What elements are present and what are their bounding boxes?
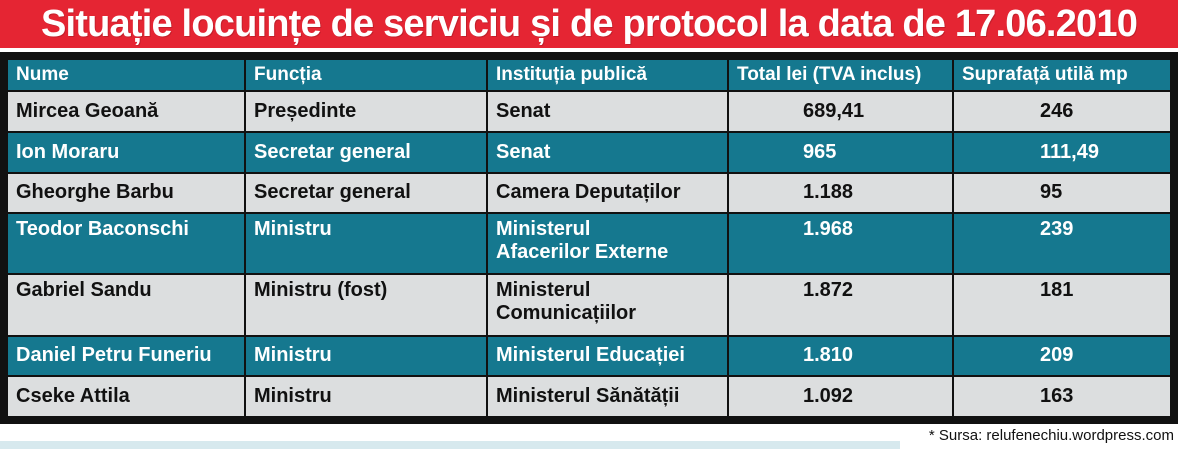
cell-area: 111,49 xyxy=(952,130,1172,174)
cell-role: Președinte xyxy=(244,90,488,133)
cell-institution: Ministerul Sănătății xyxy=(486,375,729,418)
footer-strip xyxy=(0,441,900,449)
housing-table: Nume Funcția Instituția publică Total le… xyxy=(6,58,1172,418)
cell-area: 209 xyxy=(952,334,1172,378)
institution-line: Ministerul xyxy=(496,218,591,241)
cell-total: 1.188 xyxy=(727,171,954,215)
cell-area: 246 xyxy=(952,90,1172,133)
cell-name: Daniel Petru Funeriu xyxy=(6,334,246,378)
source-note: * Sursa: relufenechiu.wordpress.com xyxy=(928,427,1174,444)
header-suprafata: Suprafață utilă mp xyxy=(952,58,1172,92)
cell-role: Secretar general xyxy=(244,171,488,215)
cell-name: Gheorghe Barbu xyxy=(6,171,246,215)
table-header-row: Nume Funcția Instituția publică Total le… xyxy=(6,58,1172,92)
page-title: Situație locuințe de serviciu și de prot… xyxy=(40,2,1138,45)
cell-role: Secretar general xyxy=(244,130,488,174)
header-nume: Nume xyxy=(6,58,246,92)
institution-line-2: Afacerilor Externe xyxy=(496,241,669,264)
table-row: Daniel Petru Funeriu Ministru Ministerul… xyxy=(6,334,1172,378)
institution-line: Camera Deputaților xyxy=(496,181,681,204)
institution-line: Senat xyxy=(496,140,551,163)
table-row: Gabriel Sandu Ministru (fost) Ministerul… xyxy=(6,273,1172,337)
cell-name: Teodor Baconschi xyxy=(6,212,246,276)
cell-total: 1.810 xyxy=(727,334,954,378)
cell-area: 163 xyxy=(952,375,1172,418)
institution-line: Senat xyxy=(496,99,551,122)
cell-total: 689,41 xyxy=(727,90,954,133)
cell-name: Cseke Attila xyxy=(6,375,246,418)
institution-line: Ministerul xyxy=(496,279,591,302)
cell-name: Gabriel Sandu xyxy=(6,273,246,337)
cell-area: 181 xyxy=(952,273,1172,337)
table-row: Cseke Attila Ministru Ministerul Sănătăț… xyxy=(6,375,1172,418)
cell-institution: Camera Deputaților xyxy=(486,171,729,215)
cell-name: Mircea Geoană xyxy=(6,90,246,133)
cell-area: 95 xyxy=(952,171,1172,215)
cell-total: 1.092 xyxy=(727,375,954,418)
cell-role: Ministru xyxy=(244,212,488,276)
table-row: Gheorghe Barbu Secretar general Camera D… xyxy=(6,171,1172,215)
cell-institution: Senat xyxy=(486,90,729,133)
header-institutia: Instituția publică xyxy=(486,58,729,92)
cell-role: Ministru (fost) xyxy=(244,273,488,337)
cell-institution: Ministerul Afacerilor Externe xyxy=(486,212,729,276)
table-row: Mircea Geoană Președinte Senat 689,41 24… xyxy=(6,90,1172,133)
institution-line-2: Comunicațiilor xyxy=(496,302,637,325)
cell-total: 1.872 xyxy=(727,273,954,337)
title-banner: Situație locuințe de serviciu și de prot… xyxy=(0,0,1178,50)
cell-area: 239 xyxy=(952,212,1172,276)
header-total: Total lei (TVA inclus) xyxy=(727,58,954,92)
institution-line: Ministerul Educației xyxy=(496,344,685,367)
table-frame: Nume Funcția Instituția publică Total le… xyxy=(0,52,1178,424)
table-row: Ion Moraru Secretar general Senat 965 11… xyxy=(6,130,1172,174)
cell-role: Ministru xyxy=(244,375,488,418)
institution-line: Ministerul Sănătății xyxy=(496,385,680,408)
header-functia: Funcția xyxy=(244,58,488,92)
cell-institution: Senat xyxy=(486,130,729,174)
cell-institution: Ministerul Educației xyxy=(486,334,729,378)
cell-total: 965 xyxy=(727,130,954,174)
table-row: Teodor Baconschi Ministru Ministerul Afa… xyxy=(6,212,1172,276)
cell-institution: Ministerul Comunicațiilor xyxy=(486,273,729,337)
cell-name: Ion Moraru xyxy=(6,130,246,174)
cell-total: 1.968 xyxy=(727,212,954,276)
cell-role: Ministru xyxy=(244,334,488,378)
